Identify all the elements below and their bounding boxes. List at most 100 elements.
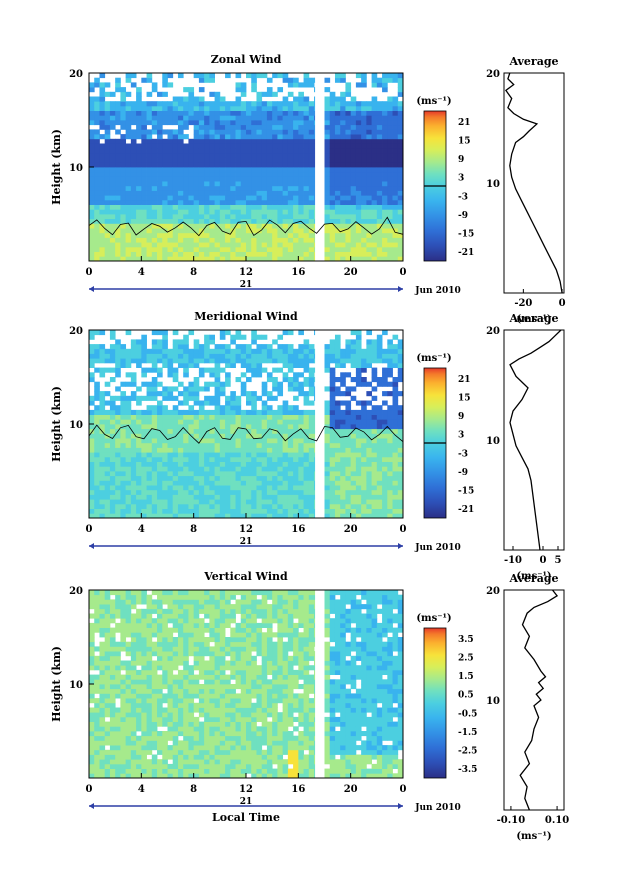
heatmap-cell (382, 115, 388, 121)
heatmap-cell (246, 105, 252, 111)
heatmap-cell (225, 105, 231, 111)
heatmap-cell (209, 195, 215, 201)
heatmap-cell (120, 489, 127, 495)
heatmap-cell (162, 148, 168, 154)
heatmap-cell (329, 358, 336, 364)
heatmap-cell (104, 608, 111, 614)
heatmap-cell (172, 679, 179, 685)
heatmap-cell (125, 618, 132, 624)
heatmap-cell (146, 204, 153, 210)
heatmap-cell (293, 143, 299, 149)
heatmap-cell (219, 358, 226, 364)
heatmap-cell (345, 120, 352, 126)
heatmap-cell (334, 452, 341, 458)
heatmap-cell (193, 105, 200, 111)
heatmap-cell (272, 134, 278, 140)
heatmap-cell (146, 353, 153, 359)
heatmap-cell (209, 223, 215, 229)
heatmap-cell (146, 669, 153, 675)
heatmap-cell (104, 499, 111, 505)
heatmap-cell (219, 124, 226, 130)
heatmap-cell (136, 256, 142, 262)
heatmap-cell (172, 199, 179, 205)
heatmap-cell (334, 339, 341, 345)
heatmap-cell (104, 763, 111, 769)
heatmap-cell (89, 499, 95, 505)
heatmap-cell (89, 438, 95, 444)
heatmap-cell (329, 143, 336, 149)
heatmap-cell (125, 590, 132, 596)
heatmap-cell (104, 503, 111, 509)
heatmap-cell (361, 218, 367, 224)
heatmap-cell (183, 395, 189, 401)
heatmap-cell (104, 735, 111, 741)
heatmap-cell (371, 377, 378, 383)
heatmap-cell (397, 339, 404, 345)
heatmap-cell (104, 604, 111, 610)
heatmap-cell (282, 190, 289, 196)
heatmap-cell (334, 256, 341, 262)
heatmap-cell (104, 391, 111, 397)
heatmap-cell (298, 381, 304, 387)
heatmap-cell (225, 223, 231, 229)
heatmap-cell (172, 655, 179, 661)
heatmap-cell (277, 251, 284, 257)
heatmap-cell (214, 381, 221, 387)
heatmap-cell (246, 209, 252, 215)
heatmap-cell (183, 414, 189, 420)
heatmap-cell (329, 218, 336, 224)
heatmap-cell (277, 134, 284, 140)
heatmap-cell (157, 124, 163, 130)
heatmap-cell (308, 167, 315, 173)
heatmap-cell (361, 181, 367, 187)
heatmap-cell (277, 209, 284, 215)
heatmap-cell (109, 152, 116, 158)
heatmap-cell (120, 181, 127, 187)
heatmap-cell (172, 232, 179, 238)
heatmap-cell (251, 480, 257, 486)
heatmap-cell (89, 344, 95, 350)
heatmap-cell (125, 698, 132, 704)
heatmap-cell (136, 590, 142, 596)
heatmap-cell (214, 134, 221, 140)
heatmap-cell (130, 594, 137, 600)
heatmap-cell (298, 251, 304, 257)
heatmap-cell (99, 438, 106, 444)
heatmap-cell (382, 246, 388, 252)
heatmap-cell (120, 627, 127, 633)
heatmap-cell (303, 367, 310, 373)
heatmap-cell (287, 466, 294, 472)
heatmap-cell (193, 391, 200, 397)
heatmap-cell (392, 218, 399, 224)
heatmap-cell (397, 199, 404, 205)
heatmap-cell (256, 148, 263, 154)
heatmap-cell (392, 513, 399, 519)
heatmap-cell (214, 138, 221, 144)
heatmap-cell (251, 199, 257, 205)
heatmap-cell (136, 419, 142, 425)
heatmap-cell (277, 176, 284, 182)
heatmap-cell (172, 608, 179, 614)
heatmap-cell (157, 185, 163, 191)
heatmap-cell (141, 731, 147, 737)
heatmap-cell (219, 367, 226, 373)
heatmap-cell (261, 181, 268, 187)
heatmap-cell (277, 242, 284, 248)
heatmap-cell (151, 176, 158, 182)
heatmap-cell (151, 503, 158, 509)
heatmap-cell (340, 433, 346, 439)
heatmap-cell (303, 395, 310, 401)
heatmap-cell (366, 461, 372, 467)
average-frame (503, 72, 565, 294)
heatmap-cell (272, 232, 278, 238)
heatmap-cell (293, 452, 299, 458)
heatmap-cell (392, 471, 399, 477)
heatmap-cell (120, 665, 127, 671)
heatmap-cell (376, 414, 383, 420)
heatmap-cell (235, 228, 242, 234)
heatmap-cell (146, 152, 153, 158)
heatmap-cell (151, 353, 158, 359)
heatmap-cell (162, 679, 168, 685)
heatmap-cell (282, 73, 289, 79)
